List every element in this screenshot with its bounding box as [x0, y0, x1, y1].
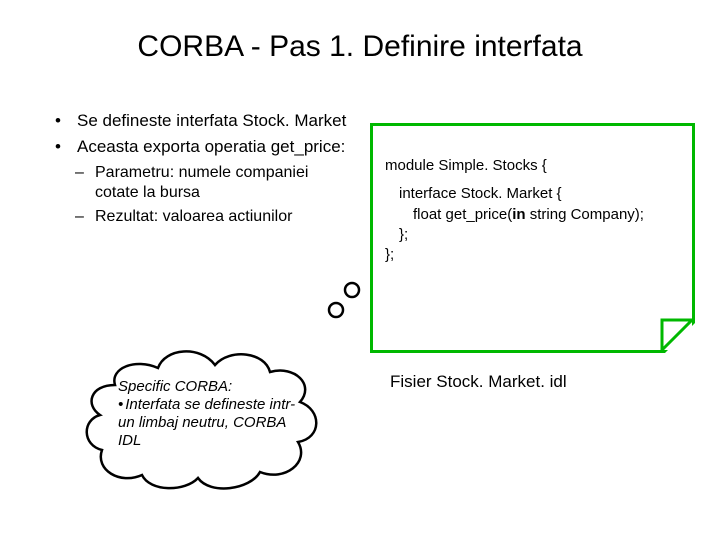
code-fragment: string Company); [526, 206, 644, 223]
bullet-1: Se defineste interfata Stock. Market [55, 110, 355, 131]
cloud-line-2: Interfata se defineste intr-un limbaj ne… [118, 396, 303, 450]
thought-tail [322, 280, 372, 330]
code-keyword-in: in [512, 206, 525, 223]
subbullet-2: Rezultat: valoarea actiunilor [55, 207, 355, 227]
bullet-2: Aceasta exporta operatia get_price: [55, 136, 355, 157]
slide: CORBA - Pas 1. Definire interfata Se def… [0, 0, 720, 540]
cloud-text: Specific CORBA: Interfata se defineste i… [118, 378, 303, 450]
bullet-list: Se defineste interfata Stock. Market Ace… [55, 110, 355, 231]
code-line-2: interface Stock. Market { [385, 184, 680, 204]
code-fragment: float get_price( [413, 206, 512, 223]
thought-cloud: Specific CORBA: Interfata se defineste i… [70, 330, 330, 485]
code-line-1: module Simple. Stocks { [385, 156, 680, 176]
slide-title: CORBA - Pas 1. Definire interfata [0, 30, 720, 64]
subbullet-1: Parametru: numele companiei cotate la bu… [55, 163, 355, 203]
code-line-4: }; [385, 225, 680, 245]
code-box: module Simple. Stocks { interface Stock.… [370, 123, 695, 353]
code-line-5: }; [385, 245, 680, 265]
fold-corner [660, 318, 694, 352]
cloud-line-1: Specific CORBA: [118, 378, 303, 396]
spacer [385, 176, 680, 184]
code-line-3: float get_price(in string Company); [385, 205, 680, 225]
code-caption: Fisier Stock. Market. idl [390, 372, 567, 392]
